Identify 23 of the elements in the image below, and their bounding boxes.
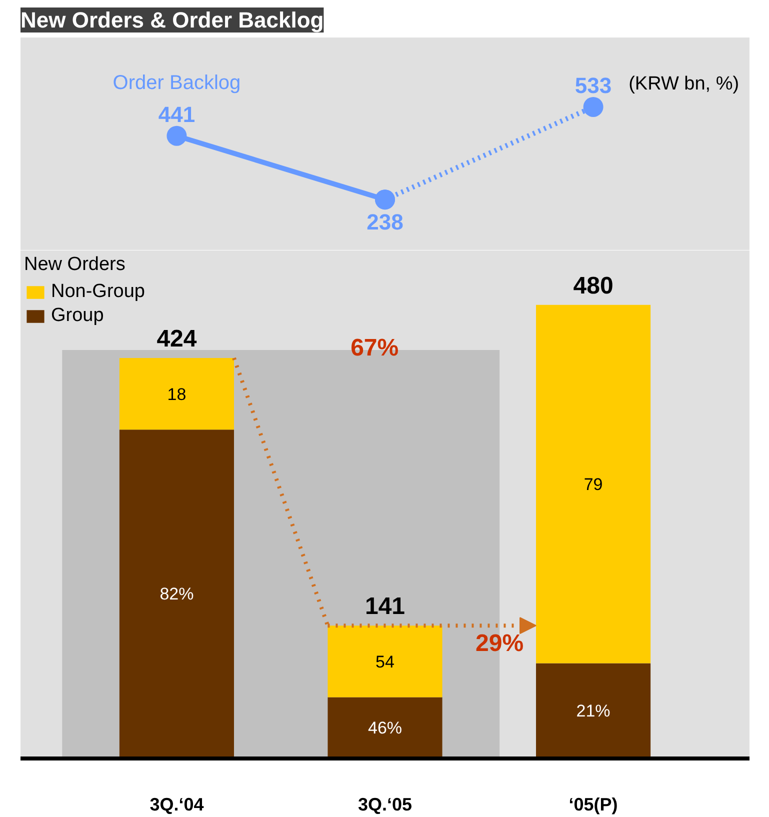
annotation: 21%: [576, 701, 610, 720]
data-label: 441: [158, 102, 196, 127]
x-tick-label: ‘05(P): [568, 794, 618, 814]
annotation: 18: [167, 384, 186, 404]
annotation: 67%: [350, 334, 399, 362]
text: Order Backlog: [112, 72, 241, 94]
text: 480: [573, 272, 614, 300]
x-tick-label: 3Q.‘04: [150, 794, 204, 814]
legend-label: Non-Group: [51, 281, 145, 303]
legend-title: New Orders: [24, 254, 126, 276]
annotation: 141: [364, 593, 406, 620]
annotation: 79: [584, 475, 603, 494]
annotation: 46%: [368, 718, 402, 738]
legend-label: Group: [51, 305, 104, 327]
annotation: 54: [376, 652, 394, 672]
annotation: 29%: [476, 630, 524, 658]
data-label: 238: [366, 210, 404, 235]
annotation: 424: [156, 325, 198, 352]
text: (KRW bn, %): [628, 73, 740, 94]
annotation: 82%: [160, 584, 194, 604]
x-tick-label: 3Q.‘05: [358, 794, 412, 814]
chart-title: New Orders & Order Backlog: [20, 8, 324, 32]
data-label: 533: [574, 72, 612, 98]
